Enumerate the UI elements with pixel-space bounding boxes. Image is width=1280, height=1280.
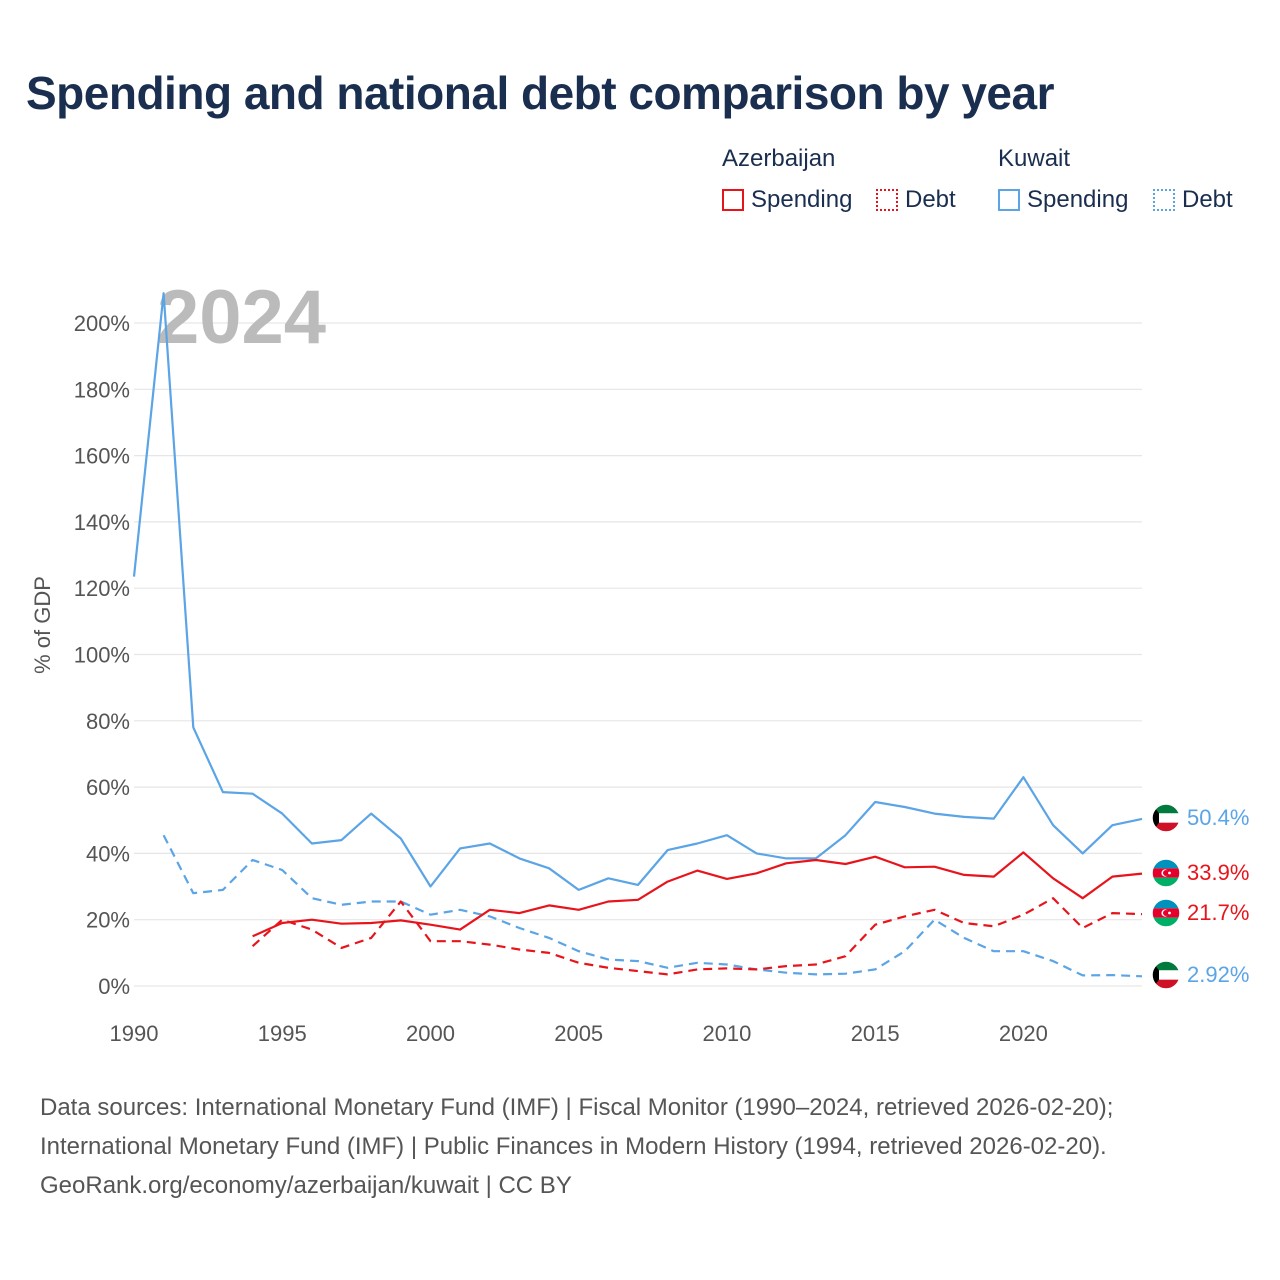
legend-azerbaijan-debt[interactable]: Debt (876, 186, 956, 214)
end-label-kuwait-debt: 2.92% (1187, 962, 1249, 987)
end-label-kuwait-spending: 50.4% (1187, 805, 1249, 830)
y-tick-label: 160% (74, 444, 130, 469)
y-tick-label: 80% (86, 709, 130, 734)
solid-line-swatch-icon (998, 189, 1020, 211)
x-tick-label: 2010 (702, 1021, 751, 1046)
y-tick-label: 60% (86, 775, 130, 800)
series-line-kuwait-debt[interactable] (162, 834, 1143, 978)
end-label-azerbaijan-spending: 33.9% (1187, 860, 1249, 885)
legend-label: Spending (751, 186, 853, 213)
y-tick-label: 120% (74, 576, 130, 601)
y-tick-label: 100% (74, 643, 130, 668)
x-tick-label: 1995 (258, 1021, 307, 1046)
legend-kuwait-spending[interactable]: Spending (998, 186, 1128, 214)
x-tick-label: 2005 (554, 1021, 603, 1046)
legend-label: Debt (905, 186, 956, 213)
kuwait-flag-icon (1151, 803, 1181, 833)
legend-label: Debt (1182, 186, 1233, 213)
azerbaijan-flag-icon (1151, 858, 1181, 888)
source-line: Data sources: International Monetary Fun… (40, 1094, 1114, 1121)
series-line-kuwait-spending[interactable] (132, 292, 1143, 892)
legend-label: Spending (1027, 186, 1129, 213)
legend-azerbaijan-spending[interactable]: Spending (722, 186, 852, 214)
solid-line-swatch-icon (722, 189, 744, 211)
y-tick-label: 180% (74, 377, 130, 402)
y-axis-title: % of GDP (30, 576, 55, 674)
source-link[interactable]: GeoRank.org/economy/azerbaijan/kuwait | … (40, 1172, 572, 1199)
legend-group-kuwait: Kuwait (998, 145, 1071, 172)
y-tick-label: 140% (74, 510, 130, 535)
source-line: International Monetary Fund (IMF) | Publ… (40, 1133, 1107, 1160)
y-tick-label: 200% (74, 311, 130, 336)
series-line-azerbaijan-spending[interactable] (252, 851, 1143, 938)
dotted-line-swatch-icon (1153, 189, 1175, 211)
y-tick-label: 40% (86, 841, 130, 866)
legend-group-azerbaijan: Azerbaijan (722, 145, 836, 172)
dotted-line-swatch-icon (876, 189, 898, 211)
end-label-azerbaijan-debt: 21.7% (1187, 900, 1249, 925)
legend-kuwait-debt[interactable]: Debt (1153, 186, 1233, 214)
data-sources: Data sources: International Monetary Fun… (40, 1088, 1113, 1205)
azerbaijan-flag-icon (1151, 898, 1181, 928)
y-tick-label: 20% (86, 908, 130, 933)
year-watermark: 2024 (157, 275, 326, 360)
y-tick-label: 0% (98, 974, 130, 999)
x-tick-label: 2000 (406, 1021, 455, 1046)
x-tick-label: 1990 (110, 1021, 159, 1046)
series-line-azerbaijan-debt[interactable] (251, 897, 1143, 976)
chart-title: Spending and national debt comparison by… (26, 67, 1055, 119)
x-tick-label: 2020 (999, 1021, 1048, 1046)
kuwait-flag-icon (1151, 960, 1181, 990)
x-tick-label: 2015 (851, 1021, 900, 1046)
